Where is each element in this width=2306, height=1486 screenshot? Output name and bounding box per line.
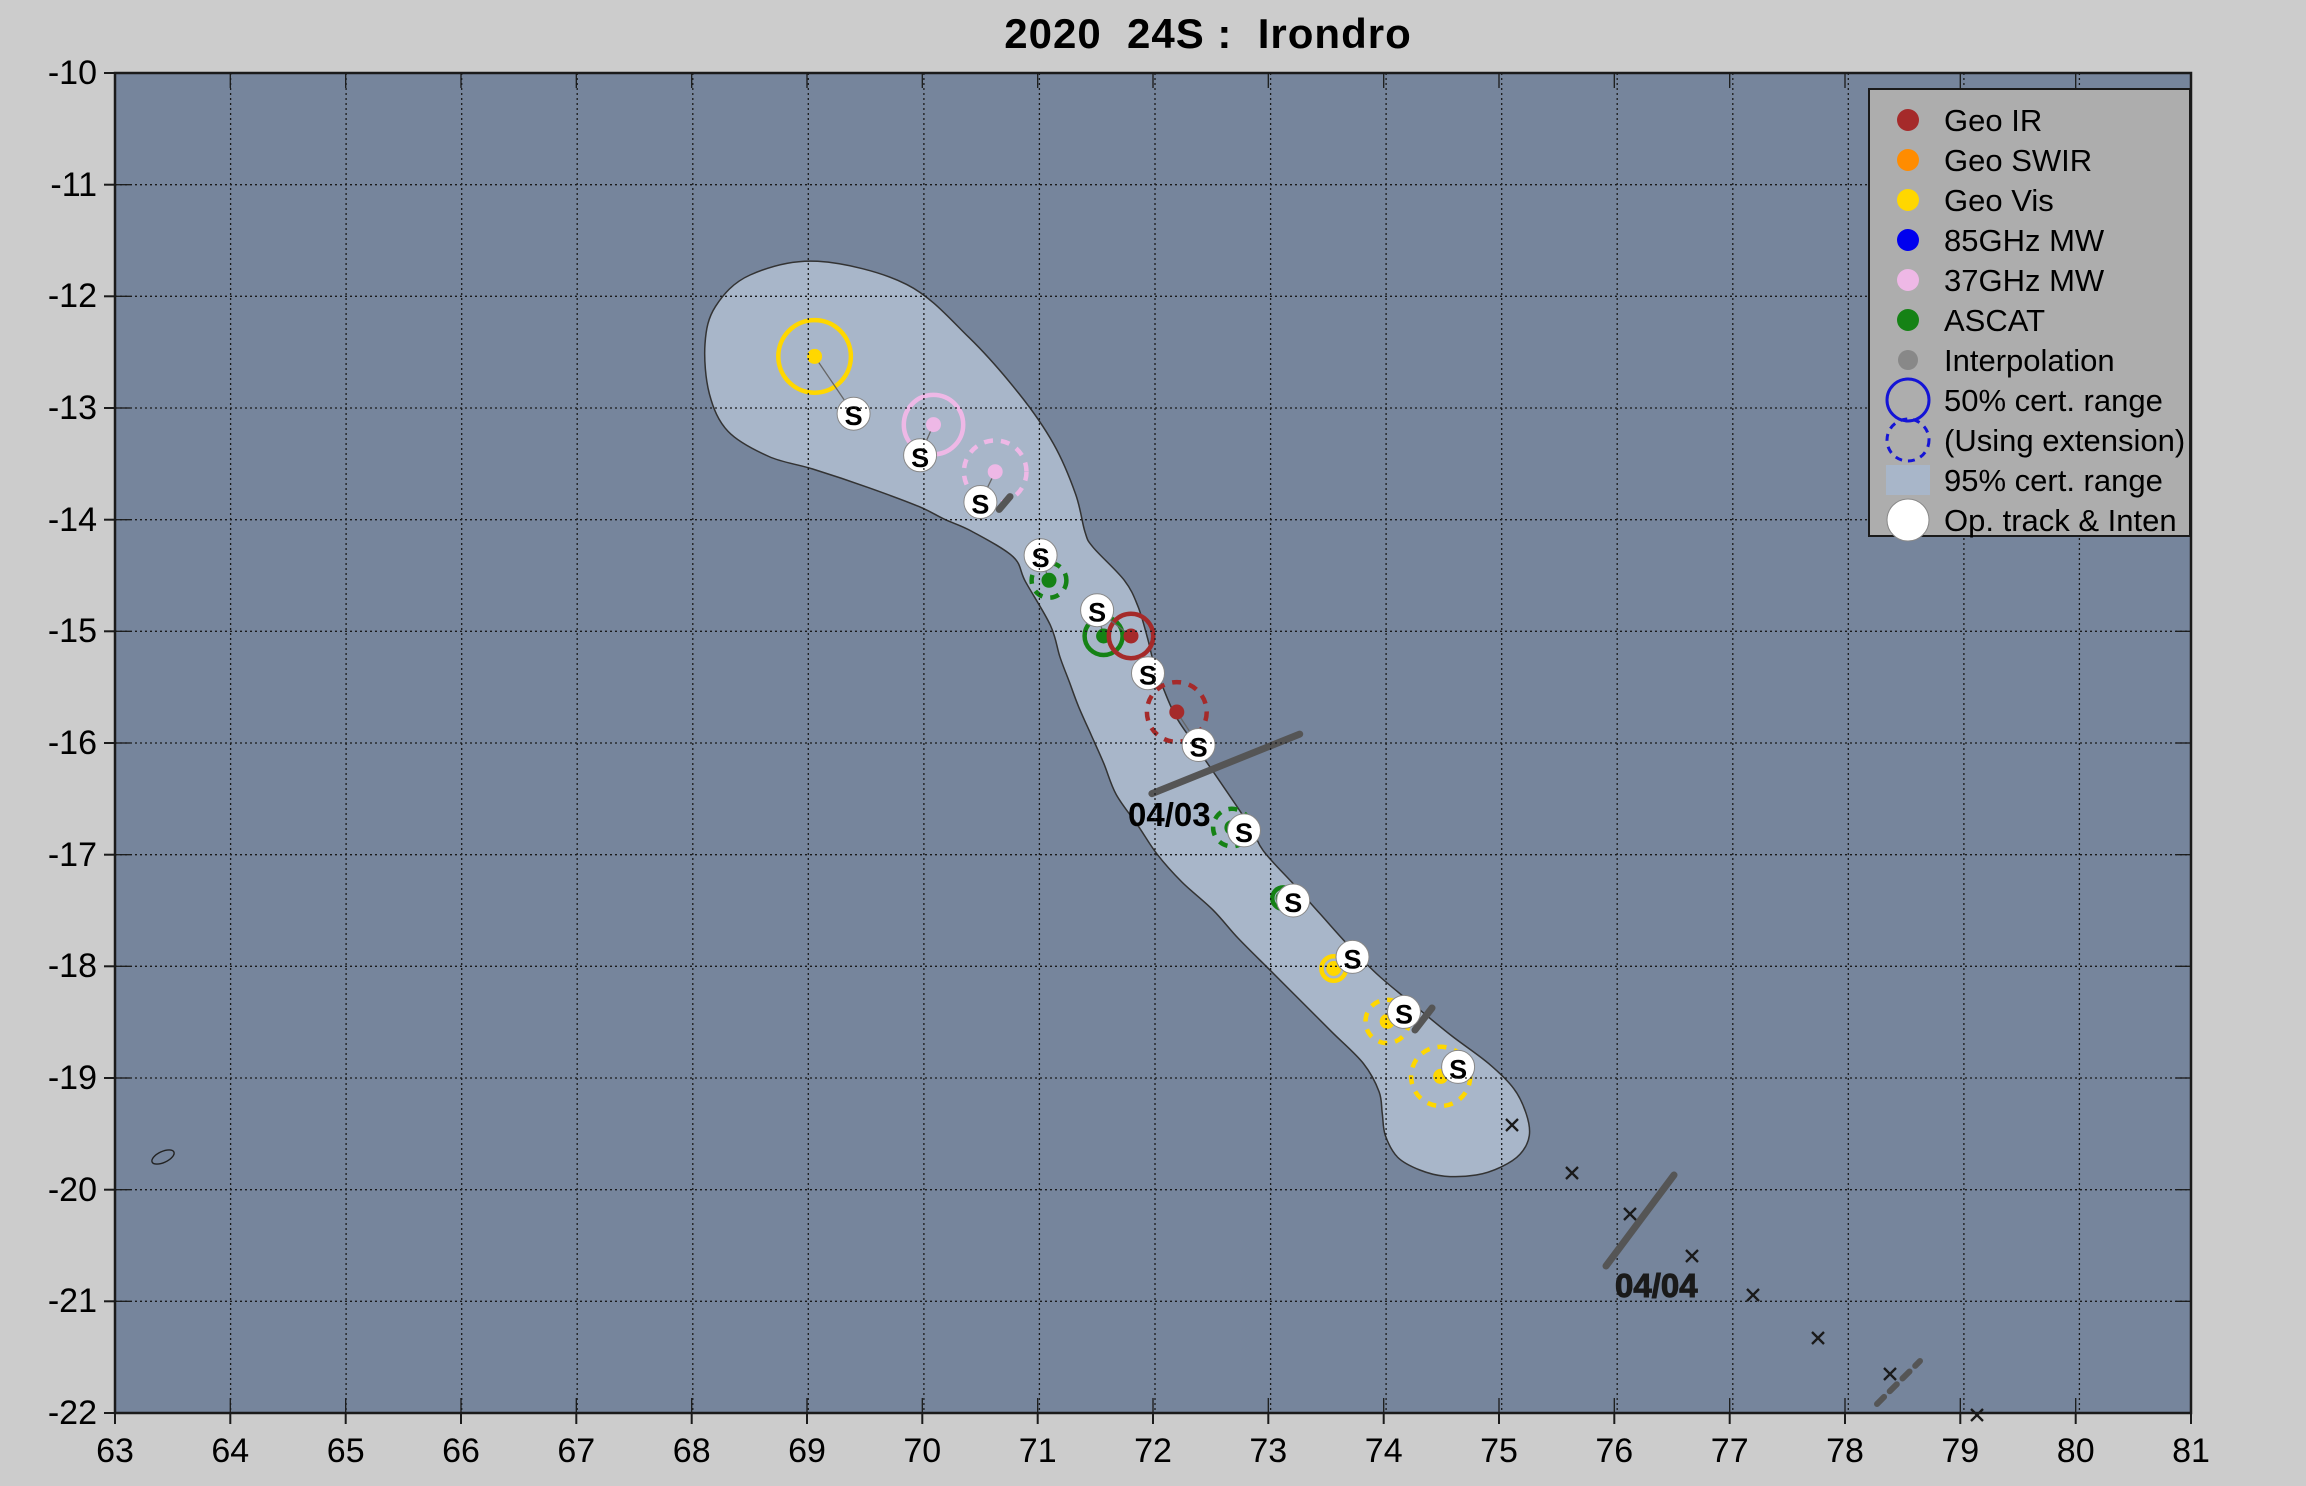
svg-text:75: 75	[1480, 1432, 1518, 1470]
svg-text:81: 81	[2172, 1432, 2210, 1470]
svg-text:64: 64	[211, 1432, 249, 1470]
svg-text:66: 66	[442, 1432, 480, 1470]
svg-text:77: 77	[1711, 1432, 1749, 1470]
svg-text:S: S	[1449, 1054, 1467, 1084]
svg-text:68: 68	[673, 1432, 711, 1470]
svg-text:76: 76	[1595, 1432, 1633, 1470]
svg-text:63: 63	[96, 1432, 134, 1470]
svg-text:S: S	[911, 443, 929, 473]
svg-text:-16: -16	[48, 724, 97, 762]
svg-text:-20: -20	[48, 1171, 97, 1209]
svg-text:S: S	[1139, 661, 1157, 691]
svg-text:-11: -11	[50, 166, 97, 204]
svg-text:79: 79	[1941, 1432, 1979, 1470]
svg-text:Geo SWIR: Geo SWIR	[1944, 143, 2092, 178]
svg-text:S: S	[845, 401, 863, 431]
svg-text:-14: -14	[48, 501, 97, 539]
svg-text:69: 69	[788, 1432, 826, 1470]
svg-text:72: 72	[1134, 1432, 1172, 1470]
svg-text:S: S	[1088, 598, 1106, 628]
svg-text:73: 73	[1249, 1432, 1287, 1470]
svg-text:-17: -17	[48, 836, 97, 874]
svg-text:50% cert. range: 50% cert. range	[1944, 383, 2163, 418]
svg-text:-21: -21	[48, 1282, 97, 1320]
svg-text:04/03: 04/03	[1128, 796, 1211, 833]
svg-text:-12: -12	[48, 277, 97, 315]
svg-text:78: 78	[1826, 1432, 1864, 1470]
svg-text:S: S	[971, 490, 989, 520]
svg-text:2020 24S : Irondro: 2020 24S : Irondro	[1004, 10, 1411, 57]
svg-text:(Using extension): (Using extension)	[1944, 423, 2185, 458]
svg-text:ASCAT: ASCAT	[1944, 303, 2045, 338]
svg-text:S: S	[1235, 818, 1253, 848]
svg-text:65: 65	[327, 1432, 365, 1470]
svg-text:37GHz MW: 37GHz MW	[1944, 263, 2105, 298]
svg-text:-10: -10	[48, 54, 97, 92]
svg-text:Geo IR: Geo IR	[1944, 103, 2042, 138]
svg-text:S: S	[1190, 733, 1208, 763]
svg-text:67: 67	[557, 1432, 595, 1470]
svg-text:-13: -13	[48, 389, 97, 427]
svg-text:80: 80	[2057, 1432, 2095, 1470]
svg-text:04/04: 04/04	[1615, 1267, 1698, 1304]
svg-text:71: 71	[1019, 1432, 1057, 1470]
svg-text:S: S	[1032, 543, 1050, 573]
svg-text:70: 70	[903, 1432, 941, 1470]
svg-text:Geo Vis: Geo Vis	[1944, 183, 2054, 218]
svg-text:-19: -19	[48, 1059, 97, 1097]
svg-text:Op. track & Inten: Op. track & Inten	[1944, 503, 2177, 538]
svg-text:-18: -18	[48, 947, 97, 985]
svg-text:Interpolation: Interpolation	[1944, 343, 2115, 378]
svg-text:-22: -22	[48, 1394, 97, 1432]
svg-text:85GHz MW: 85GHz MW	[1944, 223, 2105, 258]
svg-text:74: 74	[1365, 1432, 1403, 1470]
svg-text:-15: -15	[48, 612, 97, 650]
svg-text:95% cert. range: 95% cert. range	[1944, 463, 2163, 498]
svg-text:S: S	[1343, 944, 1361, 974]
svg-text:S: S	[1395, 999, 1413, 1029]
svg-text:S: S	[1284, 888, 1302, 918]
